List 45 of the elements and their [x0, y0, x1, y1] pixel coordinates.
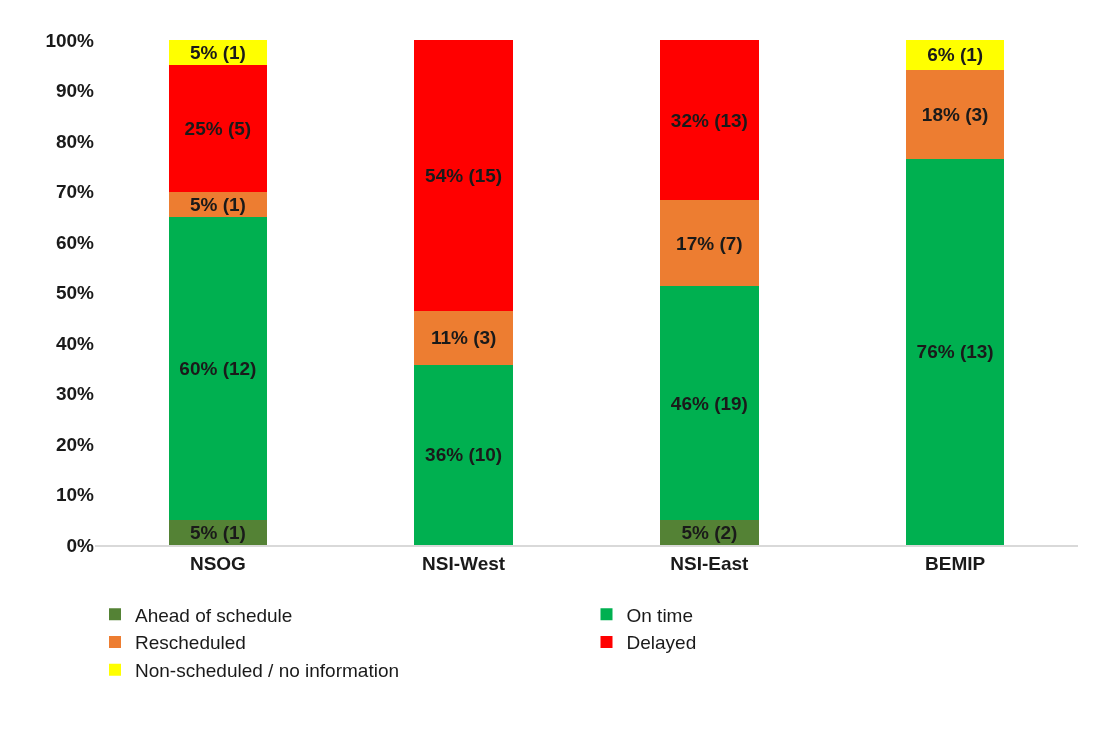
- legend-label: Delayed: [626, 632, 697, 654]
- y-tick-label: 60%: [55, 231, 95, 253]
- x-tick-label: BEMIP: [925, 552, 986, 574]
- y-tick-label: 0%: [66, 534, 95, 556]
- data-label: 5% (1): [189, 193, 246, 215]
- data-label: 32% (13): [670, 109, 748, 131]
- y-tick-label: 90%: [55, 80, 95, 102]
- data-label: 76% (13): [916, 341, 994, 363]
- data-label: 46% (19): [670, 392, 748, 414]
- data-label: 18% (3): [921, 103, 989, 125]
- data-label: 5% (1): [189, 42, 246, 64]
- y-tick-label: 20%: [55, 433, 95, 455]
- y-tick-label: 10%: [55, 484, 95, 506]
- y-tick-label: 80%: [55, 130, 95, 152]
- bar: [414, 40, 513, 311]
- bar: [660, 286, 759, 521]
- data-label: 5% (1): [189, 521, 246, 543]
- x-tick-label: NSI-West: [422, 552, 506, 574]
- x-tick-label: NSOG: [189, 552, 246, 574]
- data-label: 6% (1): [927, 44, 984, 66]
- bar: [414, 310, 513, 365]
- bar: [414, 364, 513, 545]
- bar: [168, 216, 268, 520]
- legend-label: Rescheduled: [135, 632, 246, 654]
- legend-label: On time: [626, 604, 694, 626]
- y-tick-label: 30%: [55, 383, 95, 405]
- data-label: 17% (7): [676, 232, 743, 254]
- y-tick-label: 50%: [55, 282, 95, 304]
- data-label: 25% (5): [184, 117, 252, 139]
- y-tick-label: 70%: [55, 181, 95, 203]
- data-label: 54% (15): [425, 164, 503, 186]
- y-tick-label: 100%: [45, 29, 95, 51]
- data-label: 11% (3): [430, 327, 497, 349]
- data-label: 36% (10): [425, 444, 503, 466]
- data-label: 5% (2): [681, 522, 738, 544]
- bar: [905, 69, 1005, 159]
- legend-label: Ahead of schedule: [135, 604, 293, 626]
- x-tick-label: NSI-East: [670, 552, 750, 574]
- bar: [660, 200, 759, 287]
- legend-label: Non-scheduled / no information: [135, 660, 400, 682]
- y-tick-label: 40%: [55, 332, 95, 354]
- bar: [905, 158, 1005, 545]
- data-label: 60% (12): [179, 357, 257, 379]
- bar: [660, 40, 759, 201]
- bar: [168, 65, 268, 192]
